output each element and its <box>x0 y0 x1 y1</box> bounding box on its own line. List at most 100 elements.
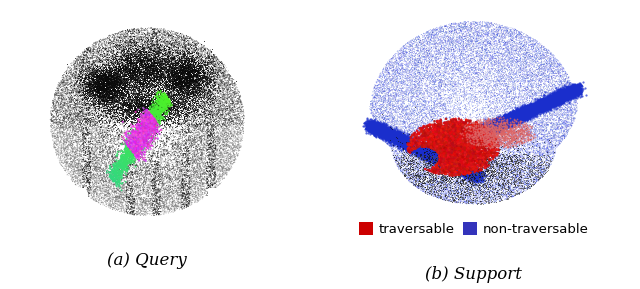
Point <box>392 98 402 102</box>
Point <box>497 95 507 100</box>
Point <box>571 86 581 90</box>
Point <box>481 97 492 102</box>
Point <box>388 138 398 142</box>
Point <box>182 83 192 88</box>
Point <box>123 105 133 109</box>
Point <box>107 47 117 51</box>
Point <box>431 155 441 160</box>
Point <box>133 147 143 151</box>
Point <box>132 118 142 123</box>
Point <box>100 92 111 96</box>
Point <box>536 102 547 107</box>
Point <box>105 175 115 180</box>
Point <box>192 92 202 97</box>
Point <box>141 110 151 114</box>
Point <box>483 123 493 128</box>
Point <box>553 67 563 72</box>
Point <box>195 136 205 141</box>
Point <box>111 122 121 127</box>
Point <box>463 139 474 143</box>
Point <box>497 123 507 128</box>
Point <box>152 68 163 73</box>
Point <box>425 150 435 154</box>
Point <box>541 76 552 80</box>
Point <box>516 56 526 60</box>
Point <box>74 138 84 143</box>
Point <box>80 169 90 173</box>
Point <box>513 128 523 133</box>
Point <box>196 142 207 147</box>
Point <box>367 118 378 123</box>
Point <box>137 139 147 143</box>
Point <box>543 139 554 143</box>
Point <box>109 140 119 144</box>
Point <box>506 114 516 118</box>
Point <box>476 43 486 48</box>
Point <box>544 141 554 146</box>
Point <box>496 116 506 121</box>
Point <box>551 94 561 98</box>
Point <box>413 178 424 182</box>
Point <box>533 111 543 116</box>
Point <box>166 72 177 77</box>
Point <box>188 76 198 81</box>
Point <box>130 101 140 105</box>
Point <box>79 121 89 126</box>
Point <box>116 54 126 59</box>
Point <box>113 83 123 87</box>
Point <box>383 71 393 76</box>
Point <box>545 94 556 98</box>
Point <box>417 149 427 154</box>
Point <box>202 131 212 135</box>
Point <box>162 81 172 86</box>
Point <box>209 56 220 61</box>
Point <box>491 198 501 203</box>
Point <box>369 125 380 130</box>
Point <box>412 136 422 140</box>
Point <box>98 58 108 63</box>
Point <box>145 187 155 191</box>
Point <box>149 43 159 48</box>
Point <box>101 89 111 94</box>
Point <box>427 54 437 59</box>
Point <box>410 140 420 145</box>
Point <box>431 188 442 193</box>
Point <box>408 86 419 91</box>
Point <box>538 99 548 103</box>
Point <box>496 105 506 110</box>
Point <box>140 179 150 184</box>
Point <box>447 149 457 154</box>
Point <box>452 165 463 170</box>
Point <box>118 42 129 47</box>
Point <box>102 188 112 192</box>
Point <box>234 145 244 150</box>
Point <box>559 91 569 96</box>
Point <box>516 115 526 119</box>
Point <box>102 53 112 58</box>
Point <box>395 136 405 141</box>
Point <box>455 173 465 177</box>
Point <box>145 67 155 71</box>
Point <box>566 92 576 97</box>
Point <box>97 76 108 80</box>
Point <box>500 71 510 75</box>
Point <box>104 163 115 168</box>
Point <box>490 123 500 127</box>
Point <box>431 154 441 159</box>
Point <box>83 47 93 52</box>
Point <box>123 88 133 93</box>
Point <box>465 126 475 131</box>
Point <box>467 169 477 174</box>
Point <box>503 26 513 30</box>
Point <box>124 149 134 153</box>
Point <box>488 128 499 133</box>
Point <box>521 171 531 176</box>
Point <box>142 143 152 148</box>
Point <box>449 172 459 176</box>
Point <box>440 159 451 164</box>
Point <box>485 122 495 127</box>
Point <box>558 93 568 97</box>
Point <box>518 108 528 113</box>
Point <box>452 39 463 44</box>
Point <box>150 71 160 75</box>
